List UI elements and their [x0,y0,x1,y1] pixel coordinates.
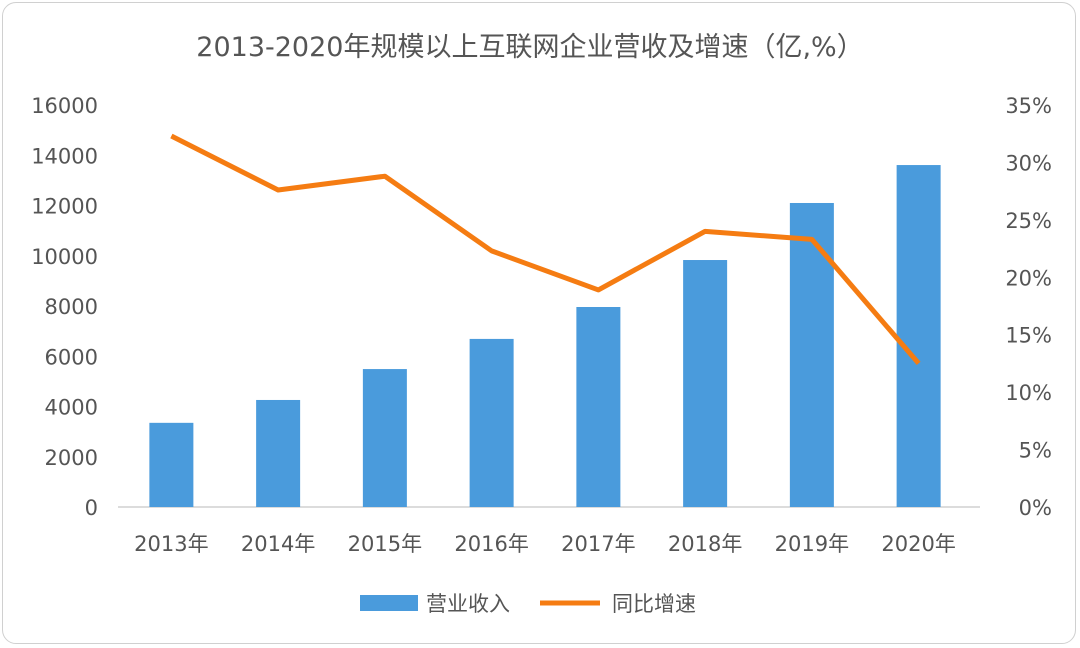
bar-2017年 [576,307,621,507]
x-tick-label: 2016年 [454,532,528,556]
x-tick-label: 2018年 [668,532,742,556]
growth-line [170,133,921,366]
legend-label-line: 同比增速 [612,592,696,616]
y-left-tick-label: 6000 [45,345,98,369]
x-tick-label: 2013年 [134,532,208,556]
x-tick-label: 2020年 [881,532,955,556]
y-left-tick-label: 16000 [31,94,98,118]
chart-title: 2013-2020年规模以上互联网企业营收及增速（亿,%） [196,32,863,63]
y-right-tick-label: 35% [1005,94,1052,118]
y-right-tick-label: 5% [1019,439,1052,463]
legend-swatch-bar [360,595,418,611]
y-right-tick-label: 25% [1005,209,1052,233]
y-right-tick-label: 15% [1005,324,1052,348]
bar-2018年 [683,260,728,507]
bar-2014年 [256,399,301,507]
y-right-tick-label: 0% [1019,496,1052,520]
legend-label-bar: 营业收入 [426,592,510,616]
x-tick-label: 2015年 [348,532,422,556]
y-left-tick-label: 12000 [31,195,98,219]
y-left-tick-label: 8000 [45,295,98,319]
bar-2019年 [789,202,834,508]
y-left-tick-label: 14000 [31,144,98,168]
y-left-tick-label: 2000 [45,446,98,470]
y-left-tick-label: 0 [85,496,98,520]
x-tick-label: 2019年 [775,532,849,556]
bar-2015年 [362,369,407,507]
y-left-tick-label: 4000 [45,396,98,420]
bar-2016年 [469,338,514,507]
legend: 营业收入 同比增速 [360,592,696,616]
bar-2013年 [149,422,194,507]
y-left-tick-label: 10000 [31,245,98,269]
x-tick-label: 2014年 [241,532,315,556]
y-right-tick-label: 10% [1005,381,1052,405]
bar-2020年 [896,165,941,507]
y-right-tick-label: 20% [1005,266,1052,290]
y-right-tick-label: 30% [1005,151,1052,175]
x-tick-label: 2017年 [561,532,635,556]
